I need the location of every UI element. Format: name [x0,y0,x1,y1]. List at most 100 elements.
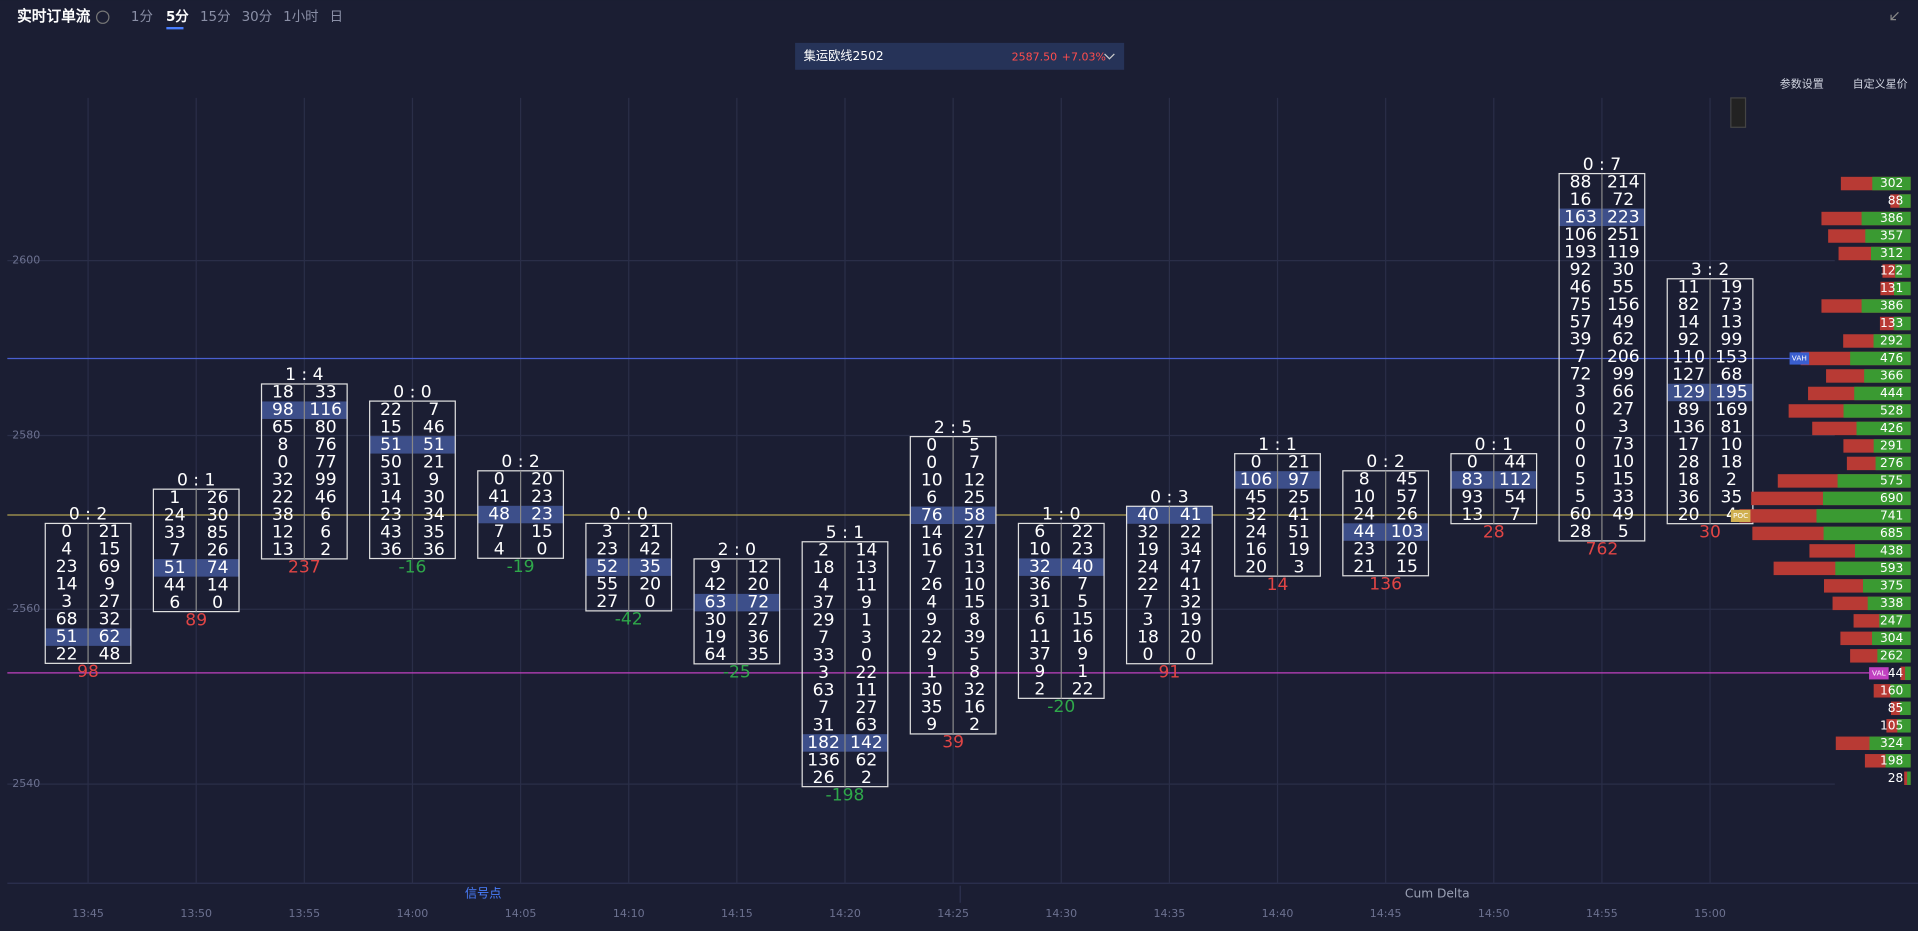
bid-volume: 106 [1564,225,1597,245]
ask-volume: 44 [1504,452,1526,472]
ask-volume: 99 [1721,330,1743,350]
ask-volume: 142 [850,733,883,753]
interval-tab[interactable]: 1小时 [283,9,318,25]
ask-volume: 42 [639,540,661,560]
bid-volume: 0 [494,470,505,490]
bid-volume: 39 [1570,330,1592,350]
settings-link[interactable]: 自定义星价 [1853,76,1908,90]
ask-volume: 5 [969,435,980,455]
ask-volume: 63 [856,715,878,735]
profile-bar-ask [1837,474,1911,488]
ask-volume: 195 [1715,382,1748,402]
ask-volume: 16 [1072,627,1094,647]
bid-volume: 0 [1143,645,1154,665]
settings-link[interactable]: 参数设置 [1780,76,1824,90]
interval-tab[interactable]: 30分 [242,9,273,25]
ask-volume: 41 [1288,505,1310,525]
candle-delta: 91 [1159,662,1181,682]
candle-delta: -19 [507,557,535,577]
price-label: 2560 [12,602,40,615]
ask-volume: 15 [99,540,121,560]
bid-volume: 28 [1570,522,1592,542]
profile-bar-ask [1885,754,1911,768]
candle-delta: 14 [1267,575,1289,595]
profile-bar-ask [1872,631,1911,646]
candle-delta: 237 [288,558,321,578]
side-toggle[interactable] [1730,97,1747,128]
ask-volume: 15 [531,522,553,542]
panel-title[interactable]: 信号点 [465,887,502,901]
candle-delta: 39 [942,733,964,753]
ask-volume: 13 [964,558,986,578]
ask-volume: 7 [969,453,980,473]
ask-volume: 0 [861,645,872,665]
profile-label: 88 [1888,194,1904,208]
ask-volume: 27 [856,698,878,718]
symbol-box[interactable] [795,42,1125,70]
ask-volume: 45 [1396,470,1418,490]
ask-volume: 58 [964,505,986,525]
bid-volume: 6 [1034,522,1045,542]
bid-volume: 31 [380,470,402,490]
candle-delta: 28 [1483,522,1505,542]
profile-bar-ask [1877,649,1911,663]
bid-volume: 45 [1245,487,1267,507]
ask-volume: 46 [315,488,337,508]
profile-bar-ask [1893,316,1911,331]
interval-tab[interactable]: 5分 [166,9,189,25]
profile-bar-ask [1822,491,1911,506]
time-label: 14:15 [721,907,753,920]
ask-volume: 2 [1726,470,1737,490]
interval-tab[interactable]: 日 [330,10,343,25]
dropdown-arrow[interactable] [1104,53,1115,60]
ask-volume: 21 [639,522,661,542]
bid-volume: 4 [494,540,505,560]
profile-bar-ask [1875,456,1911,471]
level-tag-label: VAL [1872,668,1887,677]
bid-volume: 127 [1672,365,1705,385]
profile-bar-ask [1869,736,1911,751]
candle-delta: -16 [398,557,426,577]
bid-volume: 89 [1678,400,1700,420]
ask-volume: 72 [747,593,769,613]
profile-label: 444 [1880,386,1904,400]
ask-volume: 112 [1499,470,1532,490]
profile-bar-ask [1861,211,1911,226]
ask-volume: 22 [1180,523,1202,543]
price-label: 2580 [12,429,40,442]
interval-tab[interactable]: 15分 [200,9,231,25]
profile-bar-ask [1907,771,1911,786]
bid-volume: 27 [596,592,618,612]
bid-volume: 3 [602,522,613,542]
profile-bar-ask [1871,246,1911,261]
profile-label: 247 [1880,613,1903,627]
bid-volume: 10 [921,470,943,490]
ask-volume: 14 [207,575,229,595]
bid-volume: 44 [164,575,186,595]
ask-volume: 13 [856,558,878,578]
collapse-icon[interactable] [1890,11,1899,21]
bid-volume: 182 [807,733,840,753]
ask-volume: 11 [856,680,878,700]
bid-volume: 18 [1678,470,1700,490]
ask-volume: 80 [315,418,337,438]
help-icon[interactable] [96,10,110,24]
ask-volume: 55 [1612,277,1634,297]
bid-volume: 46 [1570,277,1592,297]
profile-label: 291 [1880,438,1903,452]
panel-title[interactable]: Cum Delta [1405,887,1470,901]
candle-ratio: 0 : 3 [1150,488,1188,508]
interval-tab[interactable]: 1分 [131,9,153,25]
ask-volume: 9 [861,593,872,613]
ask-volume: 5 [969,645,980,665]
bid-volume: 1 [169,488,180,508]
time-label: 14:20 [829,907,861,920]
bid-volume: 0 [61,522,72,542]
bid-volume: 6 [1034,610,1045,630]
bid-volume: 14 [56,575,78,595]
bid-volume: 3 [1575,382,1586,402]
time-label: 14:25 [937,907,969,920]
profile-label: 133 [1880,316,1903,330]
